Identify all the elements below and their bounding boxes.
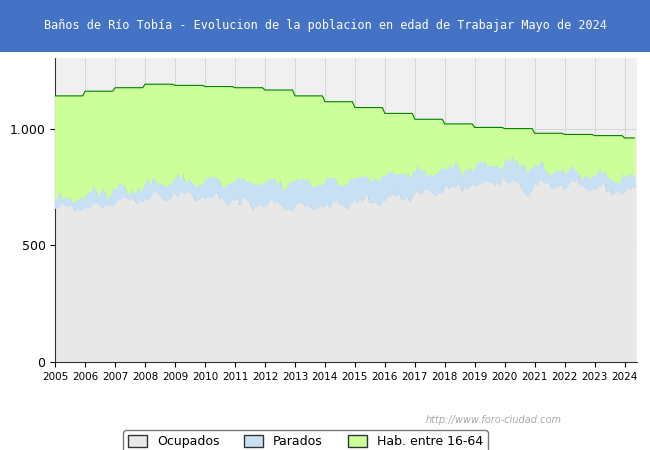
Text: Baños de Río Tobía - Evolucion de la poblacion en edad de Trabajar Mayo de 2024: Baños de Río Tobía - Evolucion de la pob… bbox=[44, 19, 606, 32]
Text: http://www.foro-ciudad.com: http://www.foro-ciudad.com bbox=[426, 415, 562, 425]
Text: FORO-CIUDAD.COM: FORO-CIUDAD.COM bbox=[195, 212, 497, 239]
Legend: Ocupados, Parados, Hab. entre 16-64: Ocupados, Parados, Hab. entre 16-64 bbox=[123, 430, 488, 450]
